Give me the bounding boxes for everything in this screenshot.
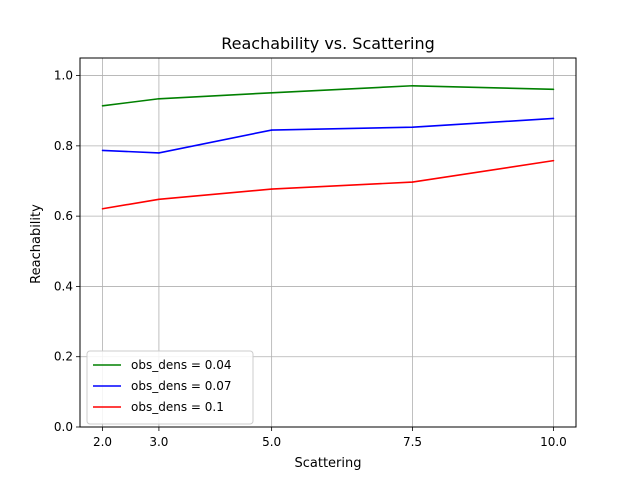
- data-point: [270, 129, 273, 131]
- data-point: [411, 84, 414, 87]
- y-tick-label: 0.0: [54, 420, 73, 434]
- legend-label: obs_dens = 0.04: [131, 358, 231, 372]
- data-point: [552, 159, 555, 162]
- y-axis-ticks: 0.0 0.2 0.4 0.6 0.8 1.0: [54, 69, 80, 434]
- legend-label: obs_dens = 0.07: [131, 379, 231, 393]
- data-point: [552, 117, 555, 120]
- data-point: [101, 104, 104, 107]
- x-tick-label: 10.0: [540, 435, 567, 449]
- data-point: [101, 149, 104, 152]
- x-axis-ticks: 2.0 3.0 5.0 7.5 10.0: [93, 427, 567, 449]
- legend: obs_dens = 0.04 obs_dens = 0.07 obs_dens =…: [86, 350, 254, 425]
- grid: [80, 58, 576, 428]
- data-point: [270, 91, 273, 94]
- legend-label: obs_dens = 0.1: [131, 400, 224, 414]
- data-point: [411, 126, 414, 129]
- x-tick-label: 2.0: [93, 435, 112, 449]
- y-axis-label: Reachability: [29, 204, 44, 284]
- y-tick-label: 0.6: [54, 209, 73, 223]
- x-tick-label: 3.0: [149, 435, 168, 449]
- data-point: [158, 97, 160, 100]
- data-point: [158, 152, 160, 154]
- x-tick-label: 7.5: [403, 435, 422, 449]
- y-tick-label: 0.4: [54, 279, 73, 293]
- y-tick-label: 0.2: [54, 350, 73, 364]
- data-point: [158, 198, 160, 201]
- plot-frame: [79, 57, 577, 428]
- chart-title: Reachability vs. Scattering: [221, 34, 435, 53]
- x-axis-label: Scattering: [294, 456, 361, 471]
- legend-box: [86, 350, 254, 425]
- y-tick-label: 1.0: [54, 69, 73, 83]
- series-lines: [101, 84, 555, 210]
- x-tick-label: 5.0: [262, 435, 281, 449]
- data-point: [101, 207, 104, 210]
- y-tick-label: 0.8: [54, 139, 73, 153]
- data-point: [552, 88, 555, 91]
- data-point: [411, 181, 414, 183]
- data-point: [270, 188, 273, 190]
